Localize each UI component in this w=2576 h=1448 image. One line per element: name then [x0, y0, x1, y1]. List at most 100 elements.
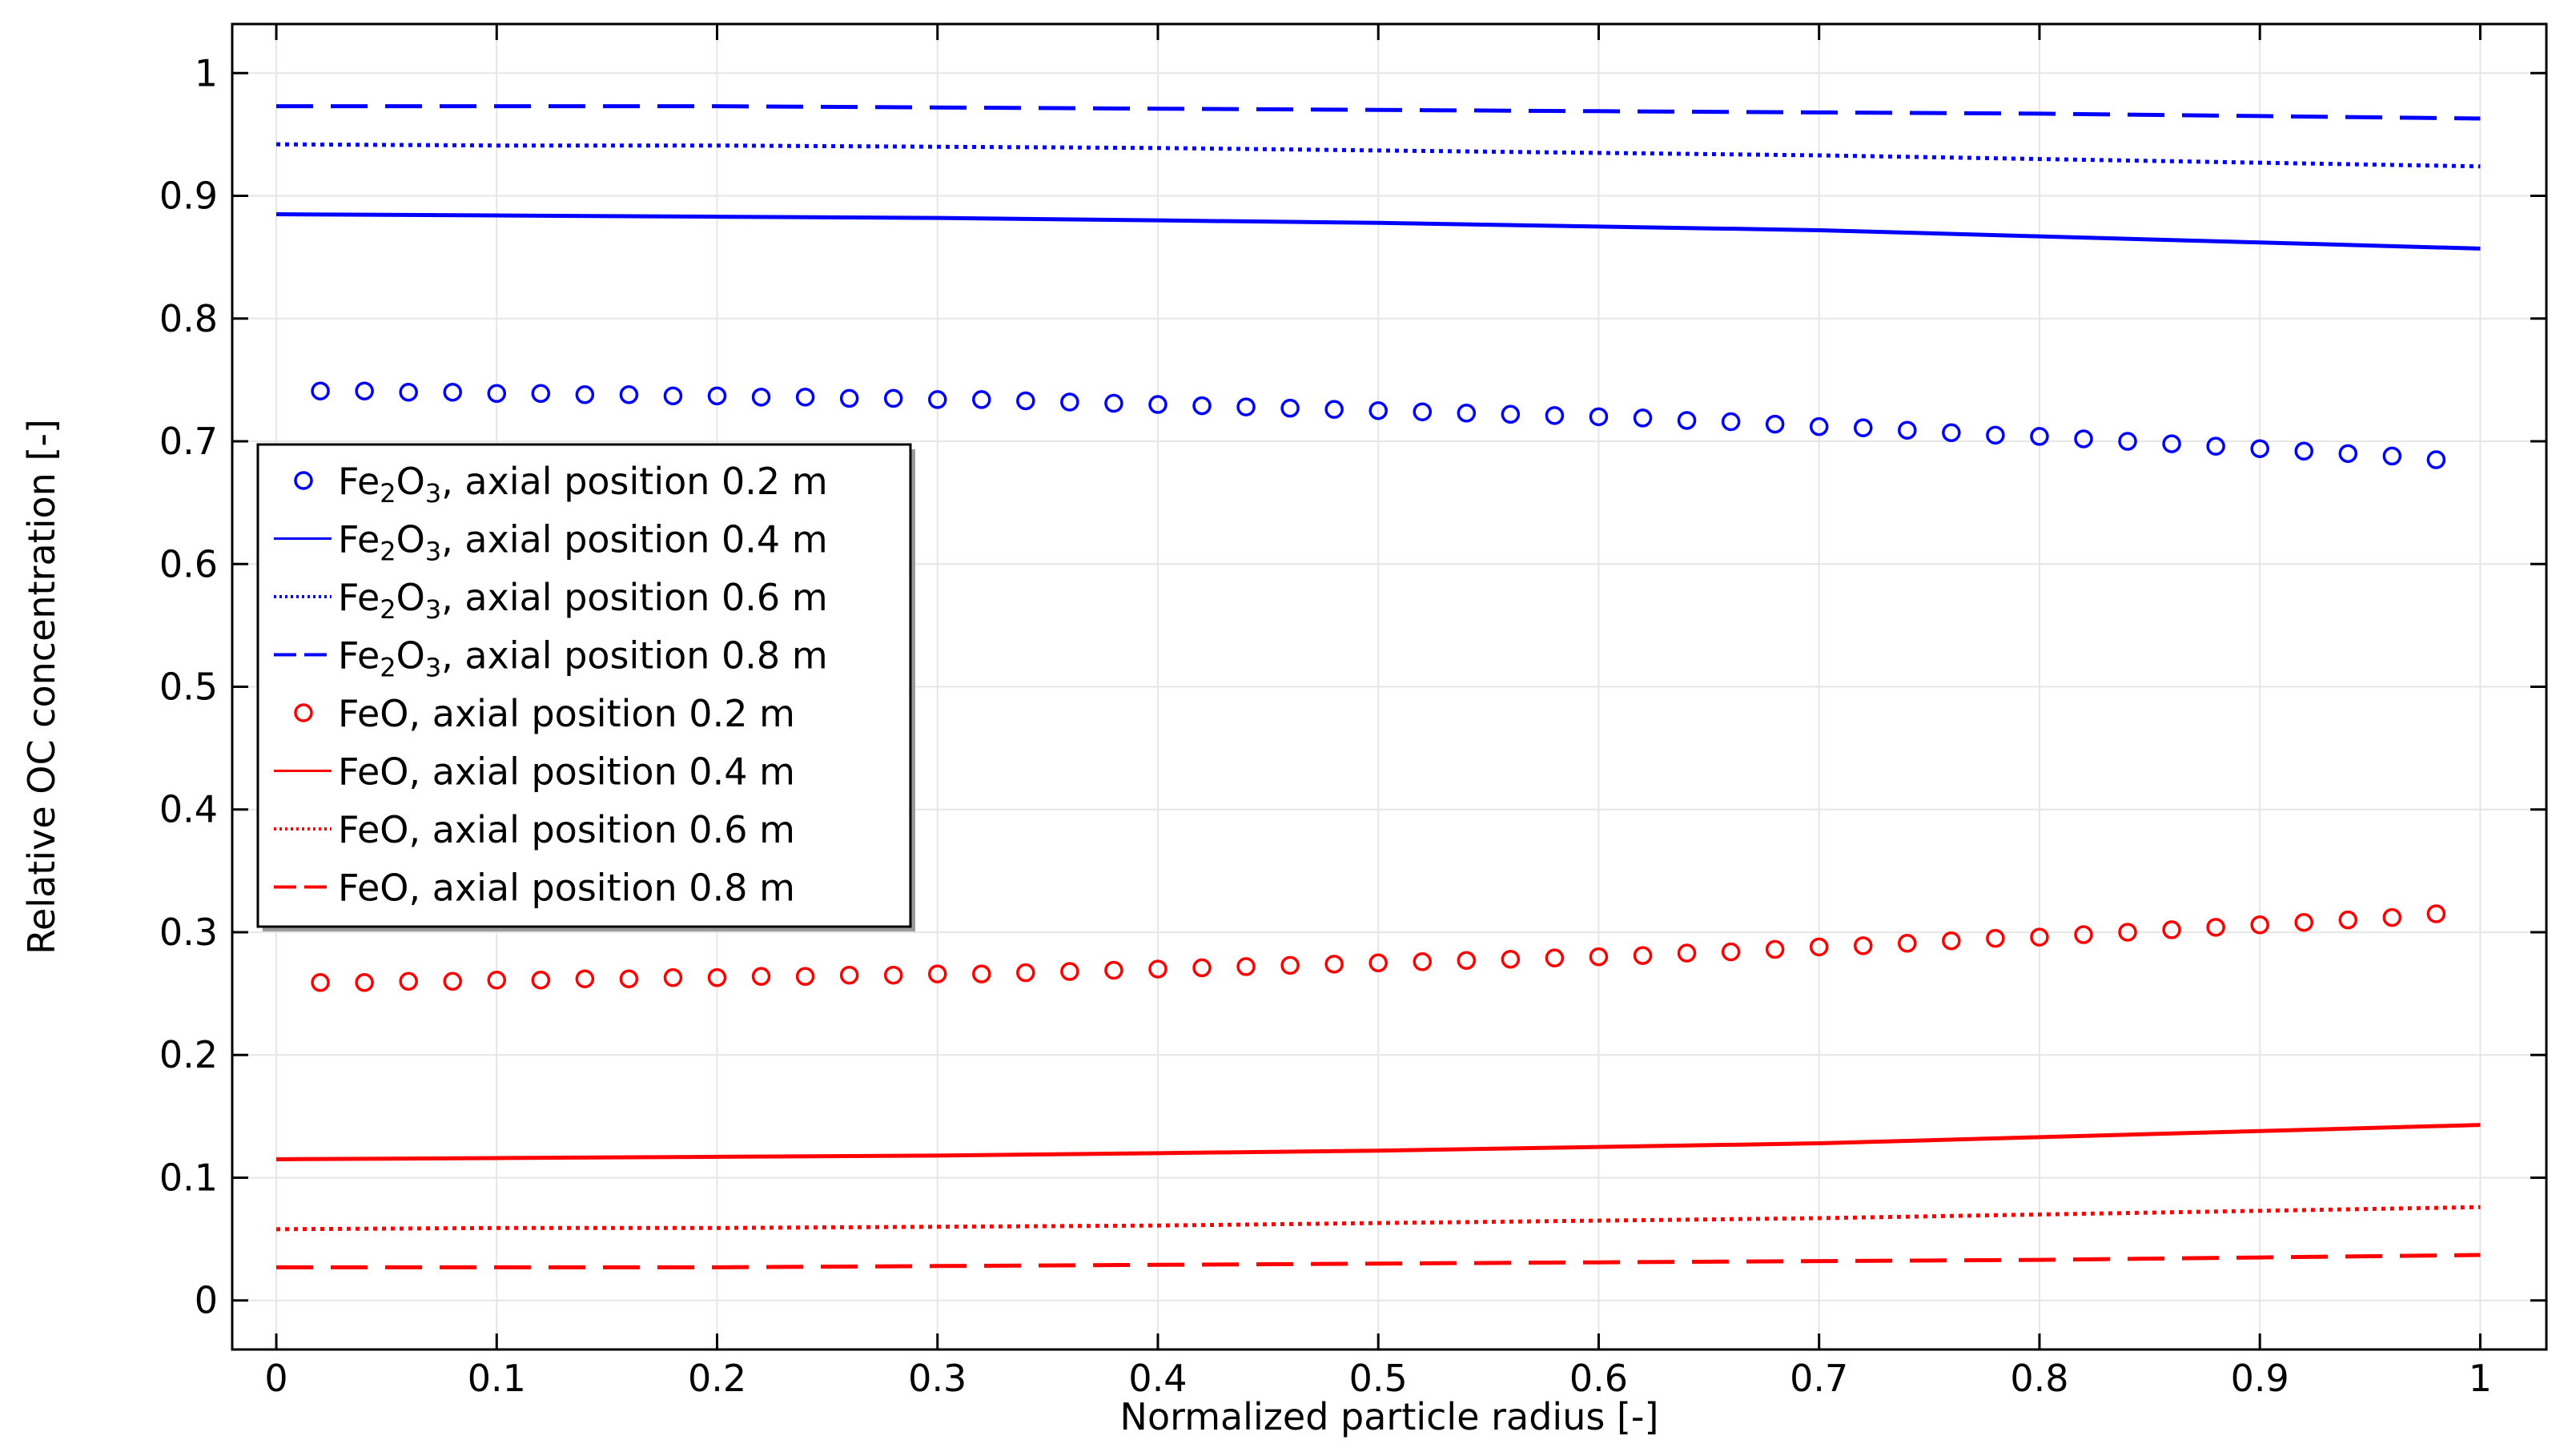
series-5: [311, 904, 2446, 992]
series-line: [276, 142, 2481, 169]
series-2: [276, 212, 2481, 251]
data-point: [399, 382, 418, 402]
x-axis-title: Normalized particle radius [-]: [1120, 1395, 1659, 1438]
legend-label-subscript: 2: [380, 594, 396, 625]
data-point: [619, 969, 639, 988]
legend-marker: [294, 703, 313, 722]
legend-label-main: Fe: [338, 576, 380, 619]
legend-label-main: FeO: [338, 867, 408, 910]
series-line: [276, 1123, 2481, 1161]
legend-box: [256, 443, 912, 928]
x-tick-label: 0.8: [2010, 1357, 2068, 1400]
data-point: [1809, 416, 1829, 436]
y-tick-label: 0.2: [159, 1033, 218, 1076]
x-tick-label: 0: [264, 1357, 287, 1400]
legend-label-main: FeO: [338, 692, 408, 735]
data-point: [487, 970, 507, 990]
y-tick-label: 0: [195, 1279, 218, 1322]
data-point: [1324, 400, 1344, 419]
x-tick-label: 0.5: [1349, 1357, 1408, 1400]
y-tick-label: 0.4: [159, 788, 218, 831]
legend-label-rest: , axial position 0.6 m: [408, 808, 794, 851]
data-point: [575, 385, 595, 404]
data-point: [2206, 918, 2225, 937]
data-point: [707, 386, 727, 406]
legend-entry: Fe2O3, axial position 0.2 m: [294, 460, 828, 509]
data-point: [355, 381, 374, 400]
legend-label-subscript: 3: [425, 478, 441, 509]
series-line: [276, 1253, 2481, 1269]
data-point: [839, 388, 859, 408]
data-point: [311, 973, 330, 992]
data-point: [487, 384, 507, 404]
data-point: [1854, 418, 1873, 437]
legend-label-subscript: 2: [380, 537, 396, 567]
data-point: [2162, 434, 2181, 453]
data-point: [355, 973, 374, 992]
data-point: [2118, 432, 2137, 451]
legend-entry: FeO, axial position 0.6 m: [274, 808, 795, 851]
series-8: [276, 1253, 2481, 1269]
data-point: [928, 964, 947, 983]
legend-label-subscript: 2: [380, 478, 396, 509]
data-point: [2030, 927, 2049, 947]
legend-label: FeO, axial position 0.8 m: [338, 867, 795, 910]
data-point: [2118, 923, 2137, 942]
data-point: [1589, 947, 1609, 967]
data-point: [1280, 955, 1300, 975]
legend-entry: FeO, axial position 0.4 m: [274, 750, 795, 794]
data-point: [1986, 425, 2005, 445]
data-point: [1633, 408, 1653, 428]
legend-label-subscript: 3: [425, 653, 441, 683]
data-point: [883, 388, 903, 408]
legend-label: FeO, axial position 0.6 m: [338, 808, 795, 851]
legend-label: Fe2O3, axial position 0.6 m: [338, 576, 828, 625]
data-point: [2030, 427, 2049, 446]
data-point: [2250, 915, 2269, 935]
data-point: [751, 967, 771, 986]
legend-label: FeO, axial position 0.4 m: [338, 750, 795, 794]
legend-label-main: FeO: [338, 750, 408, 794]
x-tick-label: 0.6: [1569, 1357, 1628, 1400]
data-point: [619, 385, 639, 404]
data-point: [443, 382, 462, 402]
x-tick-label: 0.7: [1790, 1357, 1848, 1400]
legend-entry: Fe2O3, axial position 0.6 m: [274, 576, 828, 625]
data-point: [1060, 962, 1079, 981]
data-point: [2382, 446, 2402, 466]
x-tick-label: 0.2: [688, 1357, 746, 1400]
legend-entry: Fe2O3, axial position 0.8 m: [274, 634, 828, 683]
legend-label-rest: , axial position 0.6 m: [441, 576, 827, 619]
data-point: [2426, 904, 2446, 923]
series-layer: [276, 104, 2481, 1269]
data-point: [751, 388, 771, 407]
data-point: [2338, 910, 2358, 930]
legend-label-subscript: 2: [380, 653, 396, 683]
data-point: [1765, 939, 1785, 959]
data-point: [928, 390, 947, 409]
data-point: [1942, 423, 1961, 443]
data-point: [1280, 398, 1300, 418]
y-tick-label: 0.3: [159, 911, 218, 954]
data-point: [1942, 931, 1961, 951]
data-point: [2338, 444, 2358, 464]
legend-label-rest: , axial position 0.4 m: [441, 518, 827, 561]
series-6: [276, 1123, 2481, 1161]
data-point: [2294, 441, 2313, 461]
data-point: [795, 388, 815, 407]
data-point: [311, 381, 330, 400]
grid: [232, 24, 2546, 1349]
data-point: [972, 964, 991, 983]
legend-label-rest: , axial position 0.2 m: [408, 692, 794, 735]
data-point: [1898, 934, 1917, 953]
legend-label-main: FeO: [338, 808, 408, 851]
legend-label: Fe2O3, axial position 0.2 m: [338, 460, 828, 509]
data-point: [1104, 393, 1123, 413]
data-point: [1457, 951, 1477, 970]
data-point: [1413, 402, 1433, 421]
legend-entry: FeO, axial position 0.8 m: [274, 867, 795, 910]
y-tick-label: 0.7: [159, 420, 218, 463]
data-point: [1060, 392, 1079, 412]
legend-label: FeO, axial position 0.2 m: [338, 692, 795, 735]
legend-label-main: O: [396, 576, 425, 619]
